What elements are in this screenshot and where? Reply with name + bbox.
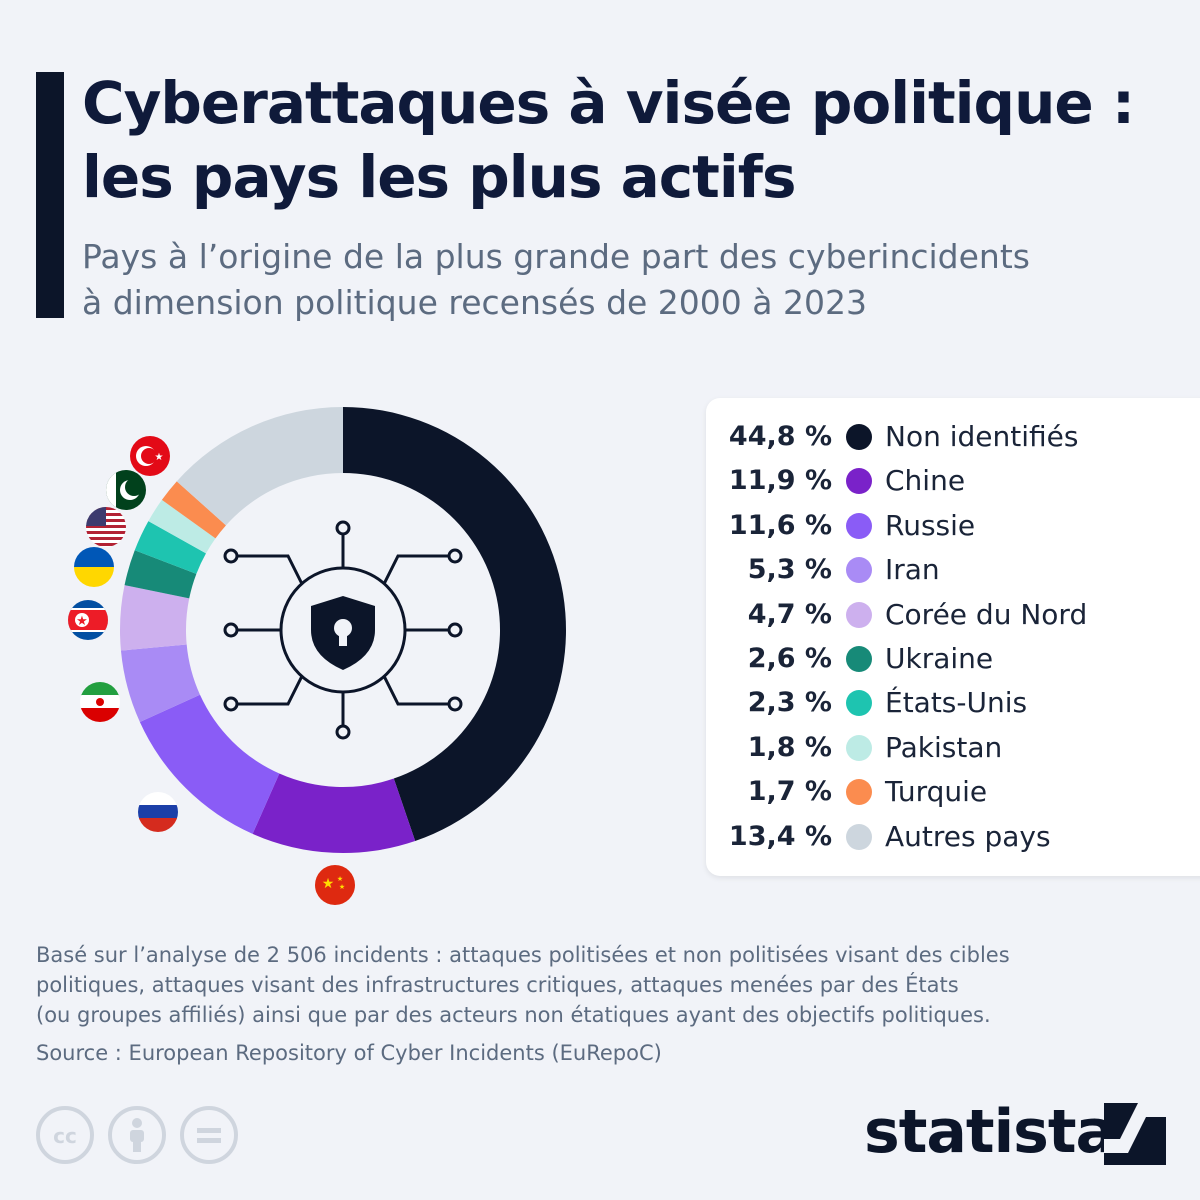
iran-flag: [80, 682, 120, 722]
legend-swatch: [846, 823, 872, 850]
statista-logo-icon: [1104, 1103, 1166, 1165]
legend-item: 1,8 % Pakistan: [706, 726, 1200, 770]
svg-text:cc: cc: [53, 1124, 77, 1148]
subtitle-line-2: à dimension politique recensés de 2000 à…: [82, 283, 867, 322]
legend-value: 1,7 %: [747, 776, 832, 808]
legend-label: Iran: [885, 553, 940, 587]
legend-value: 2,6 %: [747, 643, 832, 674]
donut-slice-1: [252, 773, 416, 854]
title-accent-bar: [36, 72, 64, 318]
legend-label: Ukraine: [885, 642, 994, 675]
legend-item: 13,4 % Autres pays: [706, 815, 1200, 859]
legend-label: Non identifiés: [885, 420, 1079, 453]
legend-item: 4,7 % Corée du Nord: [706, 593, 1200, 637]
shield-lock-circuit-icon: [223, 520, 463, 740]
legend-label: Russie: [885, 508, 976, 542]
donut-slice-6: [134, 521, 206, 574]
page-subtitle: Pays à l’origine de la plus grande part …: [82, 234, 1182, 326]
ukraine-flag: [74, 547, 114, 587]
legend-label: Turquie: [885, 775, 988, 809]
legend-label: Pakistan: [885, 730, 1003, 764]
svg-text:★: ★: [322, 876, 335, 892]
svg-text:★: ★: [76, 614, 88, 629]
source-note: Source : European Repository of Cyber In…: [36, 1041, 662, 1065]
attribution-icon[interactable]: [108, 1106, 166, 1164]
legend-value: 4,7 %: [747, 598, 832, 630]
footnote-line-2: politiques, attaques visant des infrastr…: [36, 973, 959, 997]
legend-swatch: [846, 690, 872, 717]
legend-label: Autres pays: [885, 819, 1051, 853]
svg-text:★: ★: [337, 875, 343, 883]
legend-item: 2,6 % Ukraine: [706, 637, 1200, 681]
donut-slice-9: [176, 407, 343, 526]
donut-slice-4: [119, 585, 190, 651]
donut-slice-0: [343, 407, 567, 842]
pakistan-flag: [106, 470, 146, 510]
svg-text:★: ★: [155, 452, 164, 463]
page-title: Cyberattaques à visée politique : les pa…: [82, 66, 1182, 214]
legend-item: 11,9 % Chine: [706, 459, 1200, 503]
turkey-flag: ★: [130, 436, 170, 476]
legend-swatch: [846, 646, 872, 672]
legend-label: Chine: [885, 464, 966, 498]
svg-text:★: ★: [339, 883, 345, 891]
legend-value: 5,3 %: [747, 554, 832, 586]
legend-value: 2,3 %: [747, 687, 832, 719]
donut-slice-7: [148, 499, 216, 554]
title-line-2: les pays les plus actifs: [82, 143, 797, 211]
statista-logo[interactable]: statista: [864, 1092, 1174, 1172]
cc-icon[interactable]: cc: [36, 1106, 94, 1164]
donut-slice-5: [124, 550, 197, 599]
legend-value: 1,8 %: [747, 731, 832, 763]
donut-chart: ★ ★★★★: [68, 407, 567, 905]
legend-swatch: [846, 734, 872, 761]
north-korea-flag: ★: [68, 600, 108, 640]
usa-flag: [86, 507, 126, 547]
footnote: Basé sur l’analyse de 2 506 incidents : …: [36, 940, 1136, 1030]
legend-item: 44,8 % Non identifiés: [706, 415, 1200, 459]
donut-slice-8: [161, 481, 226, 539]
brand-name: statista: [864, 1097, 1116, 1167]
legend-value: 13,4 %: [728, 820, 832, 852]
no-derivatives-icon[interactable]: [180, 1106, 238, 1164]
legend-label: États-Unis: [885, 686, 1028, 720]
subtitle-line-1: Pays à l’origine de la plus grande part …: [82, 237, 1030, 276]
donut-slice-2: [139, 694, 280, 834]
legend-item: 2,3 % États-Unis: [706, 681, 1200, 725]
legend-item: 5,3 % Iran: [706, 548, 1200, 592]
legend-value: 11,9 %: [728, 465, 832, 497]
legend-swatch: [846, 557, 872, 584]
legend-card: 44,8 % Non identifiés 11,9 % Chine 11,6 % Rus…: [706, 398, 1200, 876]
title-line-1: Cyberattaques à visée politique :: [82, 69, 1135, 137]
russia-flag: [138, 792, 178, 832]
footnote-line-1: Basé sur l’analyse de 2 506 incidents : …: [36, 943, 1010, 967]
legend-swatch: [846, 512, 872, 539]
footnote-line-3: (ou groupes affiliés) ainsi que par des …: [36, 1003, 991, 1027]
legend-value: 44,8 %: [728, 421, 832, 452]
legend-swatch: [846, 424, 872, 450]
legend-swatch: [846, 779, 872, 806]
legend-value: 11,6 %: [728, 509, 832, 541]
china-flag: ★ ★★: [315, 865, 355, 905]
legend-swatch: [846, 468, 872, 495]
donut-slice-3: [120, 644, 200, 723]
legend-swatch: [846, 601, 872, 628]
legend-item: 1,7 % Turquie: [706, 770, 1200, 814]
legend-label: Corée du Nord: [885, 597, 1088, 631]
legend-item: 11,6 % Russie: [706, 504, 1200, 548]
